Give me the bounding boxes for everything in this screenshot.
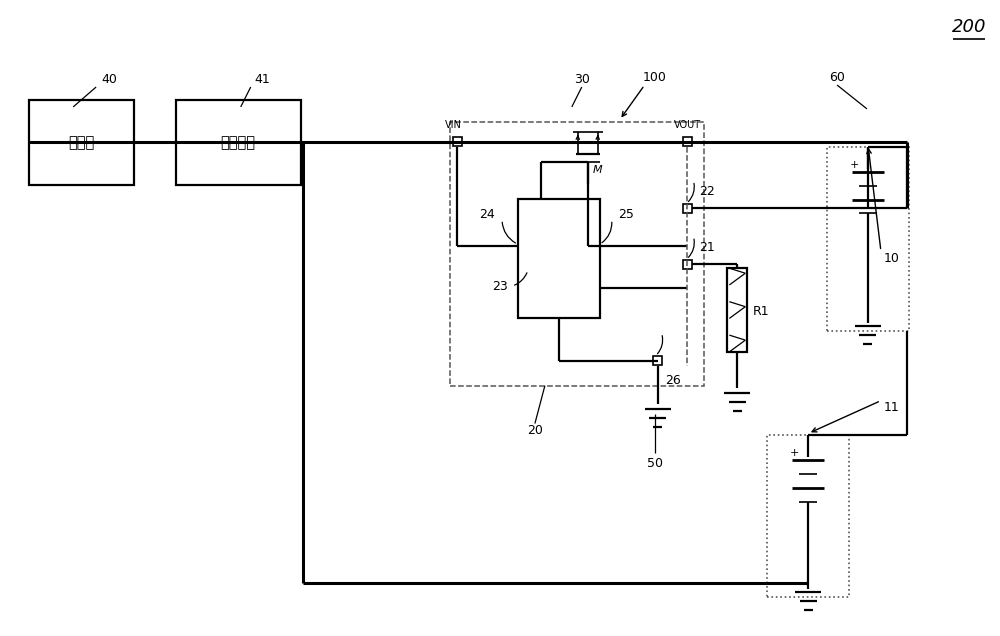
Text: +: + [789,448,799,459]
Text: 20: 20 [527,424,543,437]
Text: 40: 40 [101,73,117,86]
Bar [767,436,849,597]
Bar [727,268,747,352]
Bar [683,137,692,146]
Text: VIN: VIN [445,120,462,130]
Text: VOUT: VOUT [674,120,701,130]
Bar [450,122,704,385]
Bar [827,147,909,331]
Text: 25: 25 [618,208,634,221]
Text: 充电器: 充电器 [69,135,95,149]
Text: 11: 11 [884,401,900,414]
Text: 200: 200 [951,18,986,36]
Text: 24: 24 [479,208,495,221]
Text: 21: 21 [699,241,715,254]
Text: 50: 50 [647,457,663,470]
Text: 充电芯片: 充电芯片 [221,135,256,149]
Text: 10: 10 [884,252,900,265]
Bar [29,100,134,184]
Bar [683,259,692,269]
Text: 41: 41 [255,73,271,86]
Text: 60: 60 [829,71,845,83]
Bar [453,137,462,146]
Text: 100: 100 [643,71,667,83]
Text: 26: 26 [666,374,681,387]
Text: +: + [849,160,859,170]
Bar [176,100,301,184]
Text: M: M [593,165,602,175]
Bar [683,204,692,213]
Text: 30: 30 [574,73,590,86]
Text: 23: 23 [492,280,508,293]
Bar [518,198,600,318]
Text: R1: R1 [752,305,769,317]
Bar [653,356,662,365]
Text: 22: 22 [699,185,715,198]
